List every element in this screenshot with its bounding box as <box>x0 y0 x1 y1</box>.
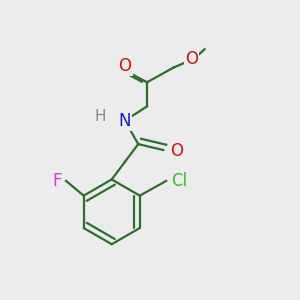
Text: N: N <box>119 112 131 130</box>
Text: H: H <box>94 109 106 124</box>
Text: F: F <box>52 172 62 190</box>
Text: Cl: Cl <box>171 172 188 190</box>
Text: O: O <box>170 142 183 160</box>
Text: O: O <box>118 57 131 75</box>
Text: O: O <box>185 50 198 68</box>
